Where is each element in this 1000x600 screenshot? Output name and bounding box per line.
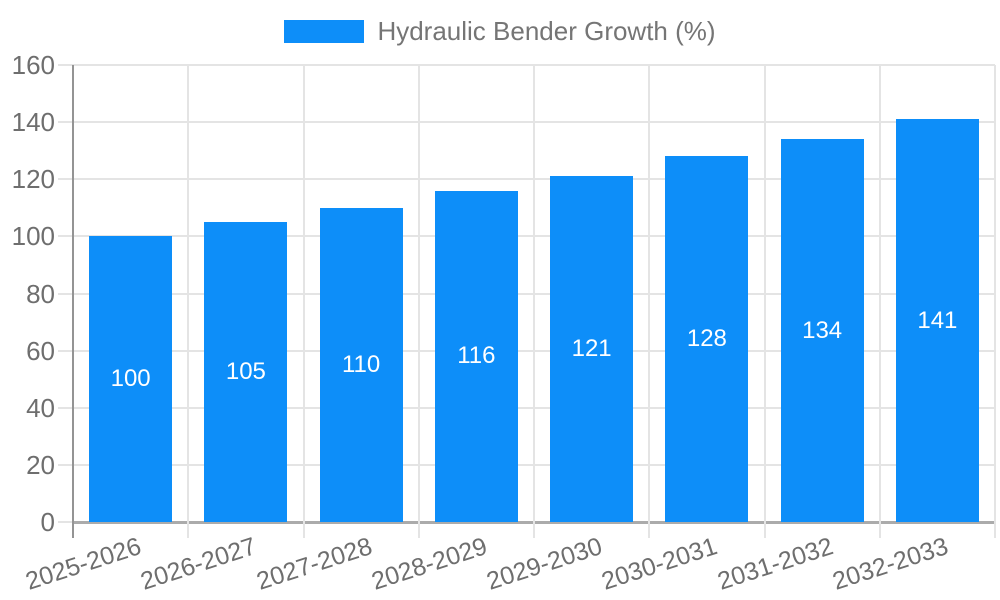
bar-value-label: 110	[341, 350, 381, 378]
x-axis-tick	[763, 522, 766, 538]
bar	[780, 139, 864, 522]
x-axis-tick-label: 2026-2027	[137, 532, 260, 596]
x-axis-tick-label: 2031-2032	[713, 532, 837, 596]
y-axis-tick	[58, 121, 73, 124]
x-axis-tick-label: 2028-2029	[368, 532, 491, 596]
x-axis-tick-label: 2029-2030	[483, 532, 606, 596]
gridline-vertical	[417, 65, 420, 522]
chart-legend: Hydraulic Bender Growth (%)	[0, 18, 1000, 44]
bar-value-label: 116	[457, 342, 496, 370]
y-axis-tick	[58, 64, 73, 66]
bar	[319, 207, 403, 522]
y-axis-tick-label: 160	[11, 50, 55, 80]
y-axis-tick-label: 0	[40, 507, 55, 537]
y-axis-tick	[58, 178, 73, 181]
x-axis-tick	[302, 522, 305, 538]
x-axis-tick-label: 2025-2026	[22, 532, 145, 596]
y-axis-tick-label: 60	[26, 335, 55, 366]
x-axis-tick-label: 2032-2033	[829, 532, 952, 596]
gridline-vertical	[648, 65, 651, 522]
x-axis-tick	[187, 522, 190, 538]
y-axis-tick-label: 40	[26, 392, 55, 423]
y-axis-tick	[58, 521, 73, 523]
y-axis-tick-label: 100	[11, 221, 55, 252]
bar-value-label: 121	[571, 335, 612, 363]
gridline-vertical	[302, 65, 305, 522]
y-axis-tick-label: 140	[11, 107, 55, 138]
y-axis-tick	[58, 235, 73, 238]
y-axis-tick	[58, 463, 73, 466]
legend-label: Hydraulic Bender Growth (%)	[377, 16, 716, 46]
y-axis-tick-label: 20	[26, 449, 55, 480]
y-axis-tick	[58, 292, 73, 295]
legend-swatch-icon	[284, 19, 365, 43]
y-axis-line	[72, 65, 74, 522]
x-axis-tick-label: 2027-2028	[252, 532, 376, 596]
bar-value-label: 134	[802, 316, 843, 344]
x-axis-tick	[878, 522, 881, 538]
bar	[895, 119, 979, 522]
bar	[665, 156, 749, 522]
bar-value-label: 128	[686, 325, 727, 353]
gridline-vertical	[533, 65, 535, 522]
gridline-vertical	[763, 65, 766, 522]
bar	[550, 176, 634, 522]
y-axis-tick-label: 120	[11, 164, 55, 195]
gridline-vertical	[994, 65, 996, 522]
x-axis-tick	[994, 522, 996, 538]
x-axis-tick	[648, 522, 651, 538]
gridline-vertical	[187, 65, 190, 522]
gridline-vertical	[878, 65, 881, 522]
bar	[89, 236, 173, 522]
x-axis-tick	[533, 522, 535, 538]
bar-value-label: 100	[110, 365, 151, 393]
bar	[434, 190, 518, 522]
y-axis-tick	[58, 406, 73, 409]
y-axis-tick-label: 80	[26, 278, 55, 309]
bar-value-label: 105	[225, 358, 266, 386]
y-axis-tick	[58, 349, 73, 352]
bar-value-label: 141	[917, 306, 958, 334]
x-axis-tick	[72, 522, 74, 538]
x-axis-tick	[417, 522, 420, 538]
bar	[204, 222, 288, 522]
x-axis-tick-label: 2030-2031	[598, 532, 721, 596]
